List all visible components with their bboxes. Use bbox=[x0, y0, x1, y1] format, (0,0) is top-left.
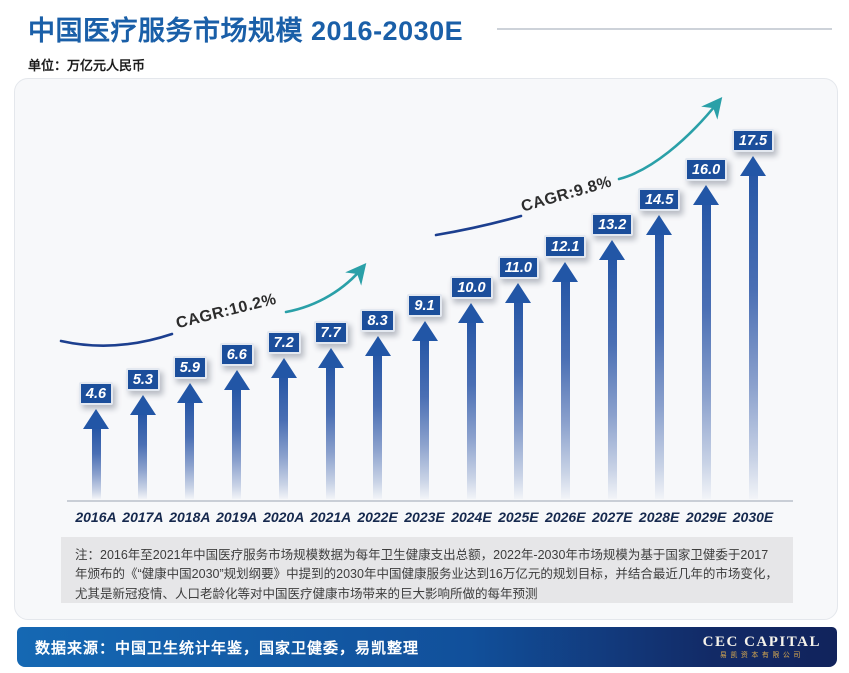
trend-curve-2-start bbox=[434, 214, 523, 237]
value-label-2018A: 5.9 bbox=[172, 356, 207, 380]
arrow-shaft bbox=[701, 205, 711, 499]
source-bar: 数据来源：中国卫生统计年鉴，国家卫健委，易凯整理 CEC CAPITAL 易凯资… bbox=[17, 627, 837, 667]
arrow-shaft bbox=[279, 377, 289, 499]
arrow-up-icon bbox=[176, 383, 203, 404]
arrow-up-icon bbox=[83, 408, 109, 429]
value-label-2019A: 6.6 bbox=[219, 342, 254, 366]
chart-card: CAGR:10.2% CAGR:9.8% 4.6 5.3 5.9 6.6 7.2 7.7 8… bbox=[14, 78, 838, 620]
arrow-up-icon bbox=[411, 320, 438, 341]
x-axis-label-2029E: 2029E bbox=[685, 509, 727, 525]
arrow-up-icon bbox=[599, 240, 626, 261]
value-label-2026E: 12.1 bbox=[544, 234, 587, 258]
x-axis-label-2023E: 2023E bbox=[404, 509, 445, 525]
bar-2028E: 14.5 bbox=[636, 187, 682, 499]
arrow-shaft bbox=[420, 340, 429, 499]
arrow-up-icon bbox=[364, 336, 391, 357]
arrow-shaft bbox=[607, 260, 617, 499]
arrow-up-icon bbox=[129, 395, 156, 416]
unit-label: 单位：万亿元人民币 bbox=[28, 58, 146, 73]
x-axis-label-2021A: 2021A bbox=[310, 509, 352, 525]
value-label-2021A: 7.7 bbox=[313, 321, 348, 345]
x-axis-label-2024E: 2024E bbox=[451, 509, 492, 525]
arrow-up-icon bbox=[646, 214, 673, 235]
value-label-2022E: 8.3 bbox=[360, 309, 395, 333]
arrow-shaft bbox=[138, 415, 148, 499]
arrow-up-icon bbox=[693, 185, 720, 206]
arrow-up-icon bbox=[505, 283, 532, 304]
value-label-2025E: 11.0 bbox=[497, 256, 539, 280]
value-label-2029E: 16.0 bbox=[684, 158, 728, 182]
arrow-shaft bbox=[560, 281, 570, 499]
value-label-2027E: 13.2 bbox=[591, 213, 634, 237]
value-label-2028E: 14.5 bbox=[638, 187, 681, 211]
bar-series: 4.6 5.3 5.9 6.6 7.2 7.7 8.3 9.1 10.0 11.0 12.1 13.2… bbox=[15, 79, 837, 619]
x-axis-label-2016A: 2016A bbox=[75, 509, 117, 525]
bar-2022E: 8.3 bbox=[355, 309, 401, 499]
x-axis-label-2022E: 2022E bbox=[357, 509, 398, 525]
trend-curve-1-start bbox=[59, 332, 174, 347]
x-axis-label-2020A: 2020A bbox=[263, 509, 305, 525]
header: 中国医疗服务市场规模 2016-2030E bbox=[0, 0, 849, 48]
arrow-shaft bbox=[513, 303, 523, 499]
bar-2020A: 7.2 bbox=[261, 330, 307, 499]
x-axis-label-2019A: 2019A bbox=[216, 509, 258, 525]
bar-2018A: 5.9 bbox=[167, 356, 213, 499]
arrow-shaft bbox=[373, 356, 383, 499]
x-axis-labels: 2016A 2017A 2018A 2019A 2020A 2021A 2022E 2023E… bbox=[15, 79, 837, 619]
arrow-up-icon bbox=[317, 348, 344, 369]
trend-arrows-svg bbox=[59, 96, 723, 347]
logo-company-name: 易凯资本有限公司 bbox=[719, 651, 804, 659]
source-text: 数据来源：中国卫生统计年鉴，国家卫健委，易凯整理 bbox=[35, 639, 420, 657]
x-axis-line bbox=[67, 500, 793, 502]
value-label-2016A: 4.6 bbox=[78, 381, 114, 405]
x-axis-label-2025E: 2025E bbox=[498, 509, 539, 525]
bar-2017A: 5.3 bbox=[120, 368, 166, 499]
trend-curve-1-arrow bbox=[284, 262, 367, 314]
arrow-shaft bbox=[466, 323, 476, 499]
page-title: 中国医疗服务市场规模 2016-2030E bbox=[28, 16, 464, 46]
value-label-2024E: 10.0 bbox=[450, 276, 493, 299]
x-axis-label-2030E: 2030E bbox=[732, 509, 774, 525]
arrow-up-icon bbox=[458, 303, 485, 323]
title-rule-line bbox=[497, 27, 832, 30]
arrow-shaft bbox=[326, 368, 336, 499]
x-axis-label-2027E: 2027E bbox=[591, 509, 633, 525]
arrow-shaft bbox=[748, 176, 758, 499]
arrow-shaft bbox=[654, 234, 664, 499]
arrow-shaft bbox=[91, 428, 101, 499]
value-label-2017A: 5.3 bbox=[125, 368, 160, 392]
bar-2029E: 16.0 bbox=[683, 158, 729, 499]
bar-2026E: 12.1 bbox=[542, 234, 588, 499]
arrow-up-icon bbox=[740, 156, 767, 176]
arrow-up-icon bbox=[552, 261, 579, 282]
arrow-shaft bbox=[232, 389, 242, 499]
arrow-up-icon bbox=[270, 357, 297, 378]
value-label-2023E: 9.1 bbox=[407, 293, 442, 317]
value-label-2020A: 7.2 bbox=[266, 330, 301, 354]
bar-2030E: 17.5 bbox=[730, 129, 776, 499]
bar-2019A: 6.6 bbox=[214, 342, 260, 499]
cec-capital-logo: CEC CAPITAL 易凯资本有限公司 bbox=[703, 634, 821, 659]
x-axis-label-2018A: 2018A bbox=[169, 509, 211, 525]
x-axis-label-2017A: 2017A bbox=[122, 509, 164, 525]
bar-2027E: 13.2 bbox=[589, 213, 635, 499]
bar-2024E: 10.0 bbox=[448, 276, 494, 499]
trend-curve-2-arrow bbox=[617, 96, 723, 181]
arrow-shaft bbox=[185, 403, 195, 499]
bar-2023E: 9.1 bbox=[402, 293, 448, 499]
logo-wordmark: CEC CAPITAL bbox=[702, 634, 821, 651]
bar-2016A: 4.6 bbox=[73, 381, 119, 499]
x-axis-label-2028E: 2028E bbox=[638, 509, 680, 525]
bar-2021A: 7.7 bbox=[308, 321, 354, 499]
x-axis-label-2026E: 2026E bbox=[545, 509, 586, 525]
bar-2025E: 11.0 bbox=[495, 256, 541, 499]
note-text: 注：2016年至2021年中国医疗服务市场规模数据为每年卫生健康支出总额，202… bbox=[61, 537, 793, 603]
arrow-up-icon bbox=[223, 369, 250, 390]
value-label-2030E: 17.5 bbox=[731, 129, 775, 152]
